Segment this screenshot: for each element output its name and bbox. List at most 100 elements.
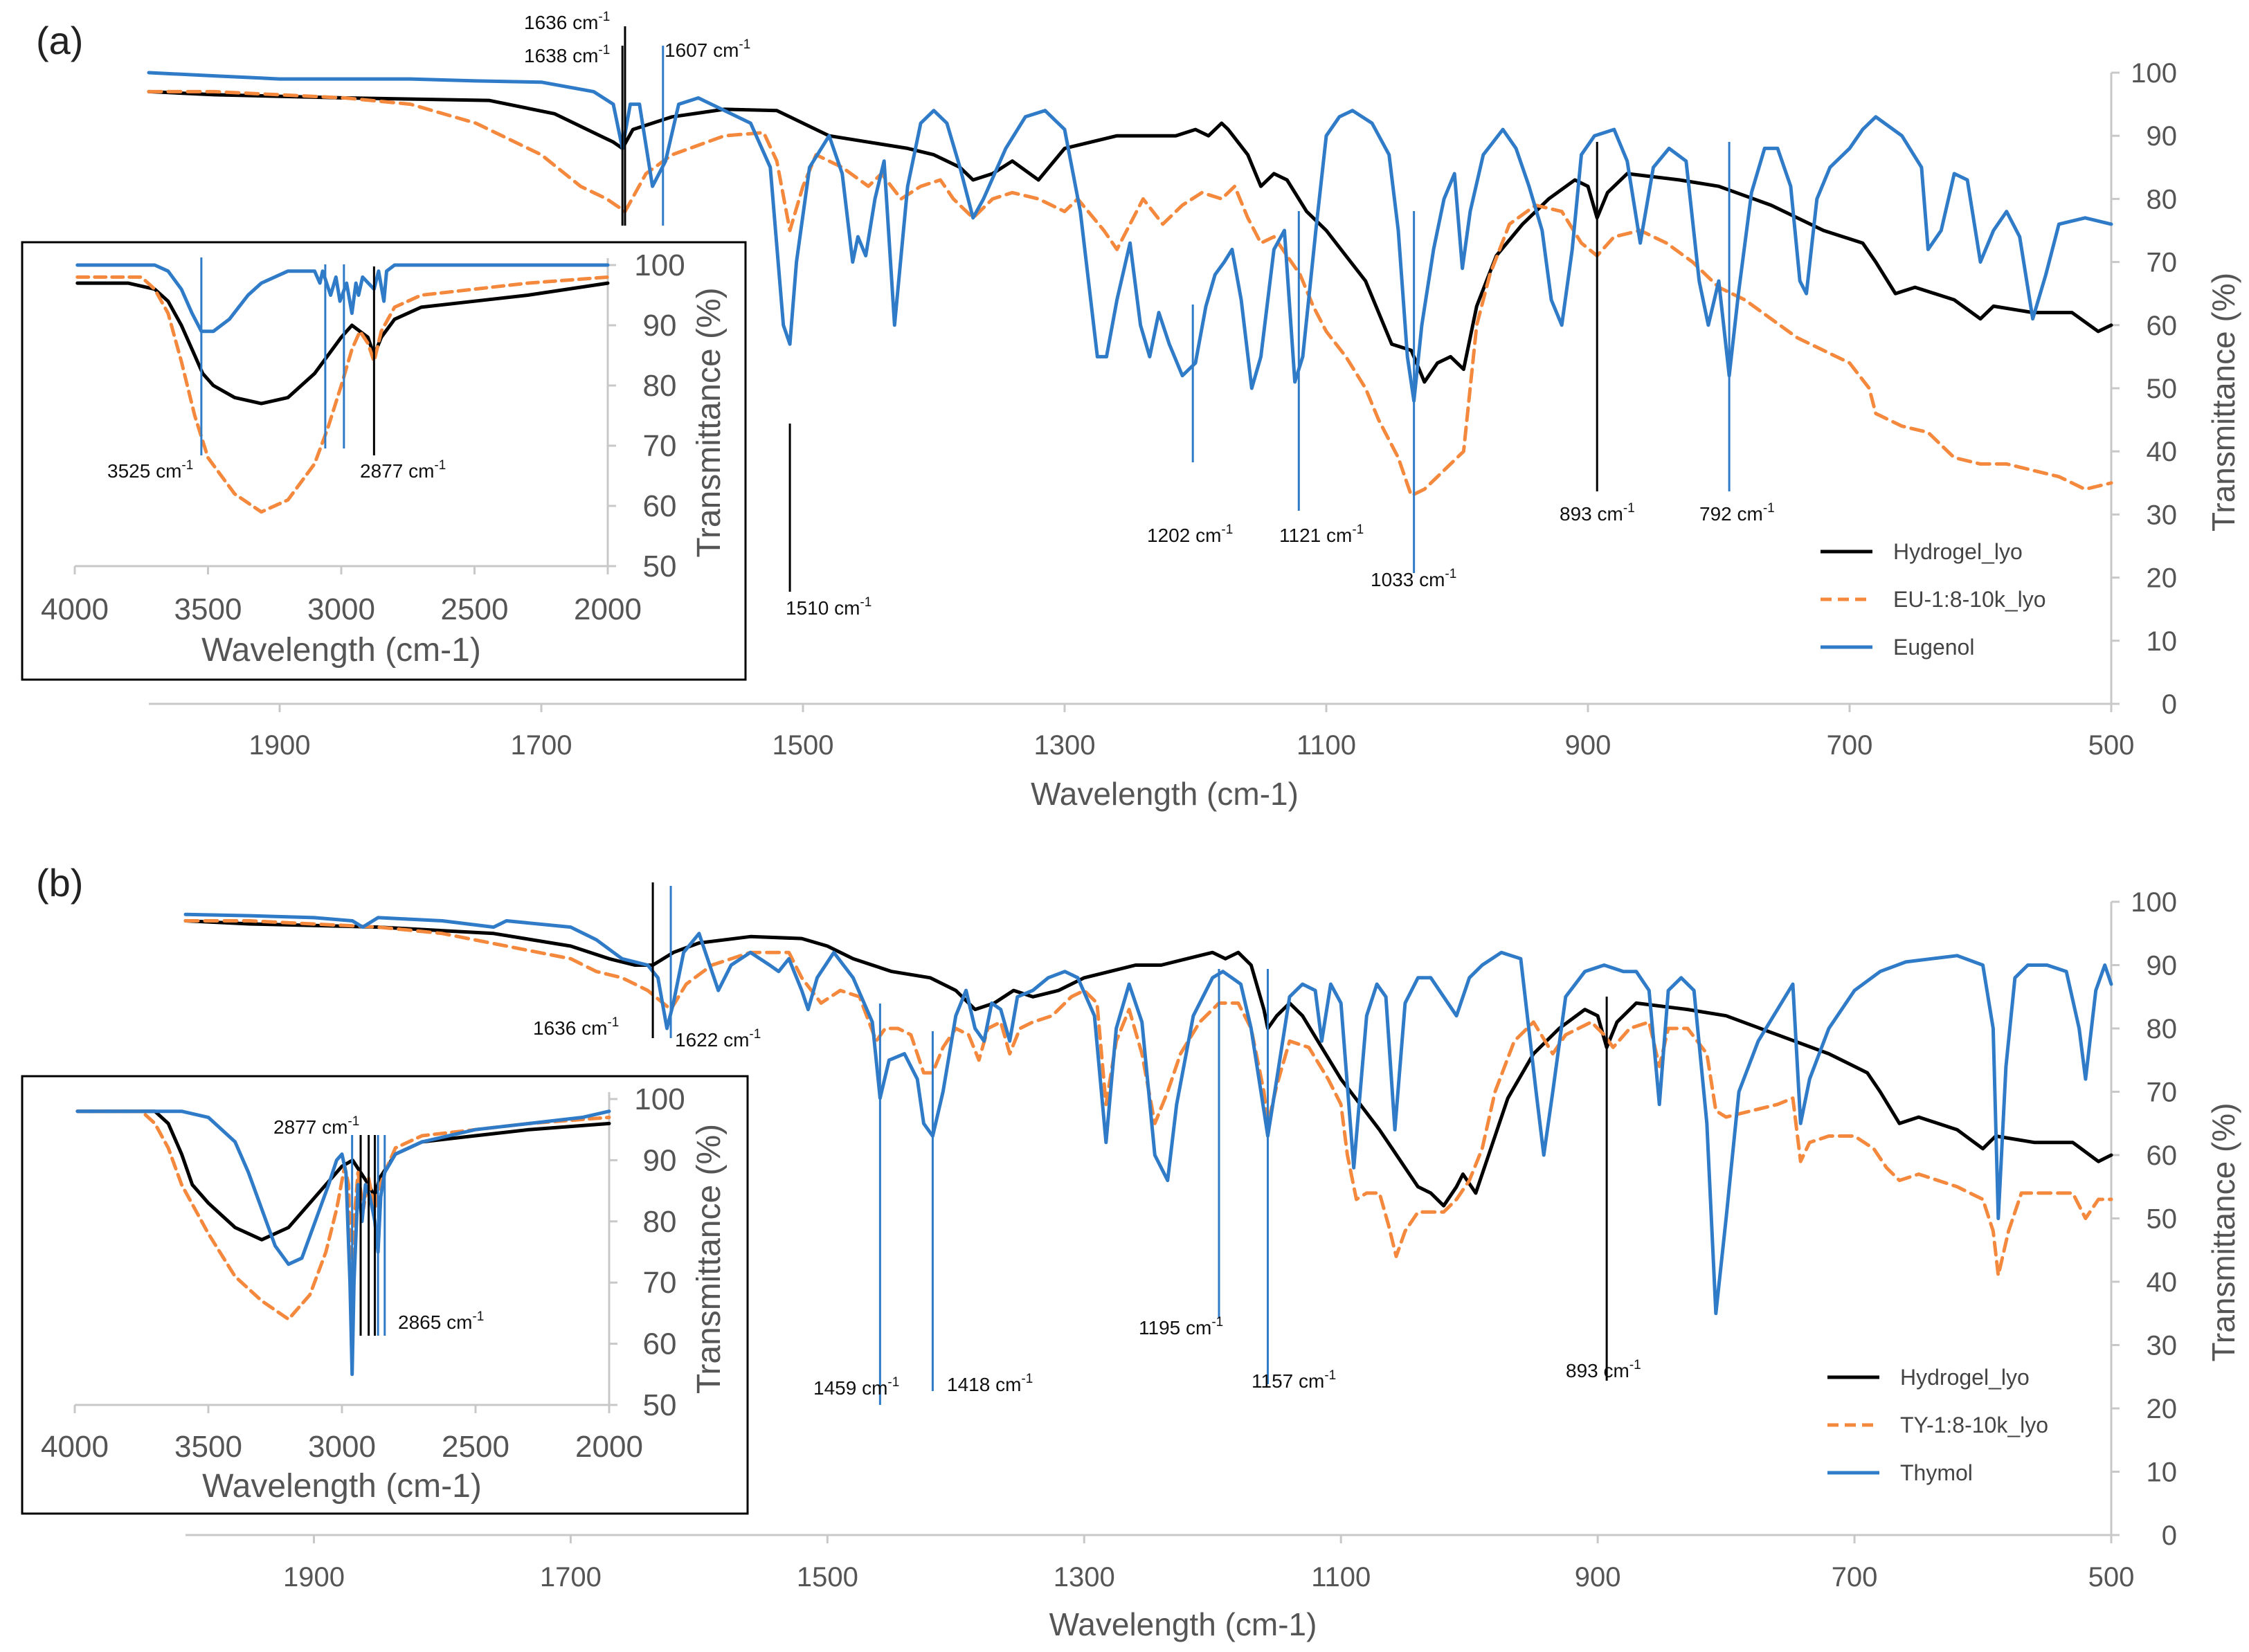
panel-a-annotations: 1636 cm-1 1638 cm-1 1607 cm-1 1510 cm-1 1202…	[524, 10, 1775, 619]
inset-x-tick-label: 2500	[441, 592, 509, 626]
y-tick-label: 10	[2147, 1458, 2178, 1488]
panel-b-annotations: 1636 cm-1 1622 cm-1 1459 cm-1 1418 cm-1 1195…	[533, 882, 1641, 1405]
inset-y-tick-label: 50	[643, 550, 677, 583]
peak-label-893: 893 cm-1	[1560, 501, 1635, 525]
inset-y-tick-label: 90	[643, 309, 677, 343]
panel-b-inset-y-label: Transmittance (%)	[691, 1124, 728, 1394]
peak-label-1638: 1638 cm-1	[524, 43, 610, 66]
y-tick-label: 60	[2147, 1141, 2178, 1171]
legend-label-eu-composite: EU-1:8-10k_lyo	[1893, 587, 2046, 612]
panel-a-x-axis-label: Wavelength (cm-1)	[1031, 776, 1299, 812]
peak-label-1195: 1195 cm-1	[1139, 1315, 1223, 1338]
peak-label-1510: 1510 cm-1	[786, 595, 871, 619]
y-tick-label: 100	[2131, 887, 2177, 918]
inset-y-tick-label: 70	[643, 429, 677, 463]
inset-y-tick-label: 80	[643, 369, 677, 403]
peak-label-1636: 1636 cm-1	[524, 10, 610, 33]
inset-series-line-thymol	[75, 1109, 611, 1377]
panel-b-inset-annotations: 2877 cm-1 2865 cm-1	[273, 1114, 484, 1336]
panel-a-axes: 1900 1700 1500 1300 1100 900 700 500 0 10 20 30 40 50…	[149, 58, 2177, 761]
x-tick-label: 1300	[1054, 1562, 1115, 1592]
inset-series-line-ty-1-8-10k-lyo	[75, 1109, 611, 1334]
series-line-thymol	[183, 912, 2113, 1316]
y-tick-label: 20	[2147, 1394, 2178, 1424]
panel-a-legend: Hydrogel_lyo EU-1:8-10k_lyo Eugenol	[1821, 539, 2046, 660]
inset-series-line-hydrogel-lyo	[75, 281, 610, 406]
peak-label-1121: 1121 cm-1	[1279, 523, 1364, 546]
x-tick-label: 1300	[1034, 730, 1096, 761]
legend-label-eugenol: Eugenol	[1893, 635, 1974, 660]
panel-a-inset-y-label: Transmittance (%)	[691, 287, 728, 557]
y-tick-label: 90	[2147, 121, 2178, 152]
inset-series-line-eugenol	[75, 263, 610, 334]
x-tick-label: 1500	[797, 1562, 858, 1592]
panel-a-label: (a)	[36, 19, 83, 62]
y-tick-label: 0	[2162, 689, 2177, 720]
y-tick-label: 80	[2147, 184, 2178, 215]
panel-b-legend: Hydrogel_lyo TY-1:8-10k_lyo Thymol	[1827, 1365, 2048, 1485]
inset-x-tick-label: 3500	[174, 1430, 242, 1464]
panel-a-inset-x-label: Wavelength (cm-1)	[201, 632, 481, 669]
peak-label-1033: 1033 cm-1	[1371, 567, 1456, 590]
series-line-hydrogel-lyo	[183, 919, 2113, 1208]
x-tick-label: 1700	[540, 1562, 602, 1592]
peak-label-1607: 1607 cm-1	[665, 37, 750, 61]
panel-a-inset-series	[75, 263, 610, 514]
peak-label-893: 893 cm-1	[1566, 1358, 1641, 1381]
series-line-eu-1-8-10k-lyo	[147, 89, 2113, 498]
y-tick-label: 30	[2147, 1331, 2178, 1361]
inset-x-tick-label: 4000	[41, 592, 109, 626]
y-tick-label: 50	[2147, 374, 2178, 404]
x-tick-label: 1100	[1311, 1562, 1371, 1592]
peak-label-1157: 1157 cm-1	[1252, 1368, 1336, 1392]
inset-x-tick-label: 3000	[308, 1430, 376, 1464]
inset-x-tick-label: 4000	[41, 1430, 109, 1464]
legend-label-hydrogel: Hydrogel_lyo	[1893, 539, 2023, 564]
inset-peak-label-2877: 2877 cm-1	[273, 1114, 359, 1138]
panel-b-label: (b)	[36, 861, 83, 905]
y-tick-label: 40	[2147, 1267, 2178, 1298]
panel-a-inset-annotations: 3525 cm-1 2877 cm-1	[107, 257, 446, 482]
inset-peak-label-3525: 3525 cm-1	[107, 458, 193, 482]
panel-b: (b) 1900 1700 1500 1300 1100 900 700 500 0 10 20 30…	[21, 861, 2241, 1642]
x-tick-label: 1700	[511, 730, 572, 761]
panel-a: (a) 1900 1700 1500 1300 1100 900 700 500 0 10 20 30…	[21, 10, 2241, 812]
series-line-eugenol	[147, 71, 2113, 403]
y-tick-label: 30	[2147, 500, 2178, 530]
y-tick-label: 90	[2147, 951, 2178, 981]
y-tick-label: 50	[2147, 1204, 2178, 1235]
peak-label-792: 792 cm-1	[1699, 501, 1775, 525]
x-tick-label: 500	[2088, 1562, 2135, 1592]
inset-peak-label-2865: 2865 cm-1	[398, 1309, 484, 1333]
inset-y-tick-label: 100	[634, 248, 685, 282]
inset-y-tick-label: 90	[643, 1143, 677, 1177]
inset-x-tick-label: 2000	[575, 1430, 643, 1464]
inset-x-tick-label: 2000	[574, 592, 642, 626]
x-tick-label: 1900	[283, 1562, 345, 1592]
series-line-hydrogel-lyo	[147, 89, 2113, 384]
peak-label-1459: 1459 cm-1	[813, 1375, 899, 1399]
panel-b-inset-x-label: Wavelength (cm-1)	[202, 1468, 482, 1505]
inset-y-tick-label: 60	[643, 489, 677, 523]
inset-y-tick-label: 50	[643, 1388, 677, 1422]
y-tick-label: 70	[2147, 248, 2178, 278]
panel-b-x-axis-label: Wavelength (cm-1)	[1049, 1606, 1317, 1642]
inset-x-tick-label: 2500	[442, 1430, 509, 1464]
y-tick-label: 0	[2162, 1521, 2177, 1551]
panel-a-series	[147, 71, 2113, 498]
panel-a-y-axis-label: Transmittance (%)	[2205, 273, 2241, 532]
x-tick-label: 700	[1832, 1562, 1878, 1592]
inset-y-tick-label: 60	[643, 1327, 677, 1361]
peak-label-1418: 1418 cm-1	[947, 1372, 1033, 1395]
peak-label-1636: 1636 cm-1	[533, 1015, 619, 1039]
x-tick-label: 1900	[249, 730, 311, 761]
legend-label-thymol: Thymol	[1900, 1460, 1973, 1485]
inset-y-tick-label: 80	[643, 1205, 677, 1239]
y-tick-label: 10	[2147, 626, 2178, 657]
panel-b-inset-series	[75, 1109, 611, 1377]
peak-label-1202: 1202 cm-1	[1147, 523, 1233, 546]
